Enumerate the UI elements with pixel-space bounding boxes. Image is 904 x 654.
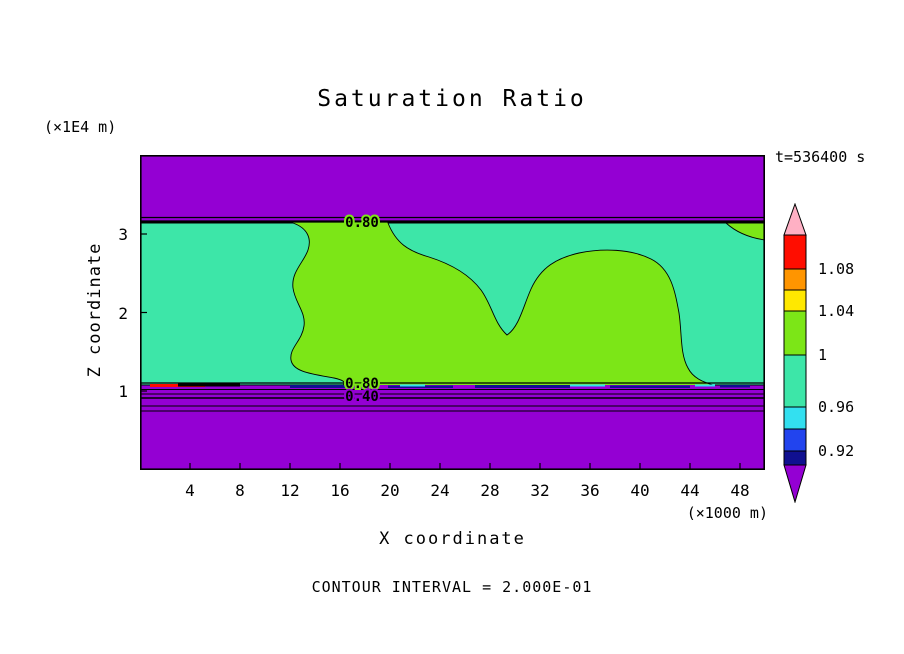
colorbar-tick-label: 1 bbox=[818, 346, 828, 364]
colorbar-band-blue bbox=[783, 428, 807, 452]
colorbar-scale bbox=[783, 203, 807, 503]
colorbar-band-yellow bbox=[783, 289, 807, 312]
plot-area: 0.80 0.80 0.40 bbox=[140, 155, 765, 470]
y-axis-units-label: (×1E4 m) bbox=[44, 118, 117, 136]
colorbar-band-navy bbox=[783, 450, 807, 466]
teal-lobe-left bbox=[140, 222, 345, 386]
colorbar-band-orange bbox=[783, 268, 807, 291]
colorbar-band-cyan bbox=[783, 406, 807, 430]
page-title: Saturation Ratio bbox=[317, 86, 587, 112]
x-tick-label: 8 bbox=[235, 481, 245, 500]
teal-lobe-right bbox=[387, 222, 765, 386]
colorbar-band-red bbox=[783, 234, 807, 270]
x-tick-label: 32 bbox=[530, 481, 550, 500]
time-annotation: t=536400 s bbox=[775, 148, 866, 166]
interface-contour-segments bbox=[140, 382, 765, 390]
y-tick-label: 3 bbox=[118, 225, 128, 244]
x-tick-label: 28 bbox=[480, 481, 500, 500]
contour-plot: 0.80 0.80 0.40 bbox=[140, 155, 765, 470]
colorbar-band-teal bbox=[783, 354, 807, 408]
x-tick-label: 4 bbox=[185, 481, 195, 500]
contour-label-low: 0.40 bbox=[345, 389, 379, 405]
plot-frame bbox=[140, 155, 765, 470]
contour-label-top: 0.80 bbox=[345, 215, 379, 231]
lower-contour-lines bbox=[140, 393, 765, 412]
x-tick-label: 44 bbox=[680, 481, 700, 500]
y-tick-label: 1 bbox=[118, 382, 128, 401]
x-tick-label: 36 bbox=[580, 481, 600, 500]
x-tick-label: 40 bbox=[630, 481, 650, 500]
x-tick-label: 12 bbox=[280, 481, 300, 500]
x-tick-label: 48 bbox=[730, 481, 750, 500]
x-tick-label: 20 bbox=[380, 481, 400, 500]
colorbar-tick-label: 1.08 bbox=[818, 260, 855, 278]
contour-label-mid: 0.80 bbox=[345, 376, 379, 392]
x-tick-label: 16 bbox=[330, 481, 350, 500]
contour-interval-note: CONTOUR INTERVAL = 2.000E-01 bbox=[311, 578, 593, 596]
x-axis-units-label: (×1000 m) bbox=[686, 504, 768, 522]
colorbar-tick-label: 0.96 bbox=[818, 398, 855, 416]
green-sliver-top-right bbox=[724, 222, 765, 241]
x-axis-title: X coordinate bbox=[379, 529, 526, 549]
colorbar-tick-label: 0.92 bbox=[818, 442, 855, 460]
colorbar-tick-label: 1.04 bbox=[818, 302, 855, 320]
colorbar bbox=[783, 203, 807, 503]
upper-contour-lines bbox=[140, 216, 765, 223]
colorbar-band-green bbox=[783, 310, 807, 356]
colorbar-top-arrow bbox=[783, 203, 807, 236]
y-tick-label: 2 bbox=[118, 304, 128, 323]
x-tick-label: 24 bbox=[430, 481, 450, 500]
colorbar-bottom-arrow bbox=[783, 464, 807, 503]
